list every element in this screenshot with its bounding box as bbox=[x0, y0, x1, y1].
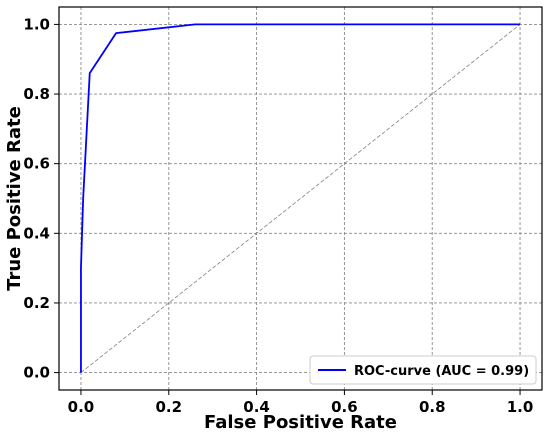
y-tick-label: 0.0 bbox=[23, 364, 50, 382]
x-axis-label: False Positive Rate bbox=[204, 412, 397, 433]
plot-frame bbox=[58, 6, 543, 391]
x-tick-label: 0.2 bbox=[155, 398, 182, 416]
y-tick-label: 1.0 bbox=[23, 15, 50, 33]
legend-box bbox=[309, 355, 537, 385]
legend: ROC-curve (AUC = 0.99) bbox=[309, 355, 537, 385]
chance-diagonal-line bbox=[80, 24, 521, 373]
axis-ticks: 0.0 0.2 0.4 0.6 0.8 1.0 0.0 0.2 0.4 0.6 0.8 1.0 bbox=[23, 15, 533, 416]
roc-curve-line bbox=[80, 23, 521, 373]
x-tick-label: 0.8 bbox=[419, 398, 446, 416]
y-tick-label: 0.8 bbox=[23, 85, 50, 103]
x-tick-label: 0.0 bbox=[68, 398, 95, 416]
y-tick-label: 0.4 bbox=[23, 224, 50, 242]
y-tick-label: 0.2 bbox=[23, 294, 50, 312]
y-axis-label: True Positive Rate bbox=[4, 106, 25, 291]
x-tick-label: 1.0 bbox=[507, 398, 534, 416]
y-tick-label: 0.6 bbox=[23, 155, 50, 173]
grid-lines bbox=[59, 7, 542, 390]
legend-label: ROC-curve (AUC = 0.99) bbox=[354, 364, 529, 379]
x-tick-label: 0.6 bbox=[331, 398, 358, 416]
x-tick-label: 0.4 bbox=[243, 398, 270, 416]
series-lines bbox=[80, 23, 521, 373]
